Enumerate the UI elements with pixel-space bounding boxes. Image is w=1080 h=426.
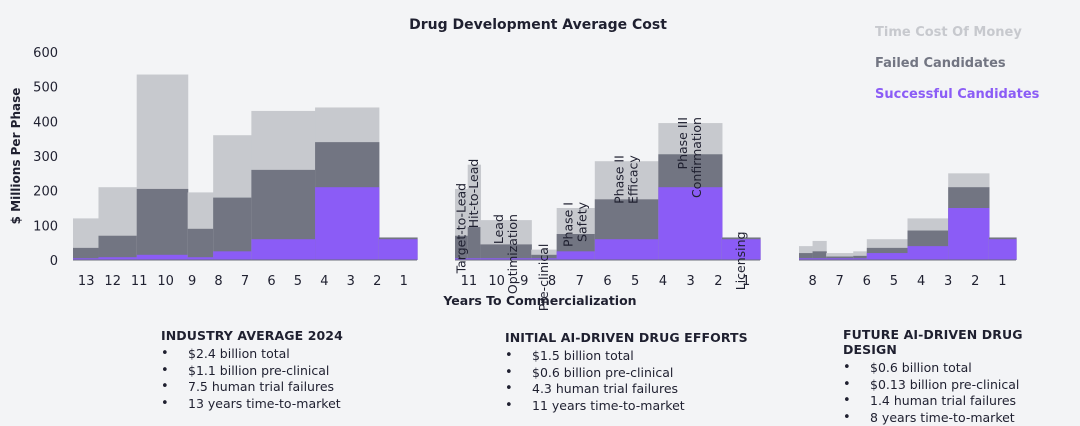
- summary-item: $1.1 billion pre-clinical: [161, 363, 343, 380]
- phase-label: Hit-to-Lead: [466, 159, 481, 229]
- phase-label: Phase II: [612, 155, 627, 204]
- x-tick-label: 8: [214, 274, 222, 289]
- y-tick-label: 500: [33, 81, 58, 96]
- bar-segment-success: [379, 239, 418, 260]
- bar-segment-failed: [468, 227, 481, 260]
- bar-segment-success: [213, 251, 252, 260]
- summary-item: 11 years time-to-market: [505, 398, 748, 415]
- phase-label: Safety: [575, 201, 590, 242]
- x-tick-label: 10: [157, 274, 174, 289]
- x-tick-label: 5: [890, 274, 898, 289]
- y-tick-label: 0: [50, 254, 58, 269]
- x-tick-label: 6: [267, 274, 275, 289]
- phase-label: Phase I: [561, 202, 576, 247]
- phase-label: Licensing: [733, 232, 748, 291]
- x-tick-label: 7: [576, 274, 584, 289]
- x-tick-label: 6: [603, 274, 611, 289]
- bar-segment-success: [595, 239, 659, 260]
- summary-item: 1.4 human trial failures: [843, 393, 1080, 410]
- x-tick-label: 4: [320, 274, 328, 289]
- x-tick-label: 12: [104, 274, 121, 289]
- y-tick-label: 600: [33, 46, 58, 61]
- x-tick-label: 7: [836, 274, 844, 289]
- summary-item: $0.6 billion total: [843, 360, 1080, 377]
- phase-label: Phase III: [675, 117, 690, 169]
- x-tick-label: 7: [241, 274, 249, 289]
- x-tick-label: 1: [998, 274, 1006, 289]
- summary-item: $0.13 billion pre-clinical: [843, 377, 1080, 394]
- summary-item: 4.3 human trial failures: [505, 381, 748, 398]
- legend-entry: Time Cost Of Money: [875, 25, 1022, 40]
- chart-title: Drug Development Average Cost: [409, 17, 667, 33]
- x-tick-label: 5: [294, 274, 302, 289]
- x-tick-label: 3: [347, 274, 355, 289]
- x-tick-label: 4: [659, 274, 667, 289]
- summary-heading: INDUSTRY AVERAGE 2024: [161, 328, 343, 343]
- x-tick-label: 9: [188, 274, 196, 289]
- bar-segment-failed: [98, 236, 137, 260]
- drug-cost-chart: Drug Development Average Cost 0 100 200 300 4…: [0, 0, 1080, 320]
- bar-segment-success: [251, 239, 315, 260]
- x-axis-label: Years To Commercialization: [442, 293, 636, 308]
- x-tick-label: 8: [808, 274, 816, 289]
- bar-segment-failed: [188, 229, 214, 260]
- summary-item: $0.6 billion pre-clinical: [505, 365, 748, 382]
- phase-label: Optimization: [505, 214, 520, 294]
- summary-heading: INITIAL AI-DRIVEN DRUG EFFORTS: [505, 330, 748, 345]
- bar-segment-success: [908, 246, 949, 260]
- summary-item: 13 years time-to-market: [161, 396, 343, 413]
- summary-initial-ai: INITIAL AI-DRIVEN DRUG EFFORTS $1.5 bill…: [505, 330, 748, 414]
- y-tick-label: 200: [33, 185, 58, 200]
- summary-item: 8 years time-to-market: [843, 410, 1080, 426]
- bar-segment-failed: [73, 248, 99, 260]
- x-tick-label: 2: [971, 274, 979, 289]
- bar-segment-success: [137, 255, 189, 260]
- legend-entry: Successful Candidates: [875, 87, 1040, 102]
- y-axis-label: $ Millions Per Phase: [9, 88, 23, 225]
- y-tick-label: 400: [33, 115, 58, 130]
- y-tick-label: 300: [33, 150, 58, 165]
- x-tick-label: 2: [373, 274, 381, 289]
- phase-label: Lead: [491, 214, 506, 244]
- legend-entry: Failed Candidates: [875, 56, 1006, 71]
- x-tick-label: 9: [520, 274, 528, 289]
- summary-heading: FUTURE AI-DRIVEN DRUG DESIGN: [843, 327, 1080, 357]
- phase-label: Confirmation: [689, 117, 704, 198]
- bar-segment-failed: [213, 198, 252, 260]
- x-tick-label: 3: [944, 274, 952, 289]
- x-tick-label: 4: [917, 274, 925, 289]
- x-tick-label: 3: [687, 274, 695, 289]
- summary-item: 7.5 human trial failures: [161, 379, 343, 396]
- bar-segment-success: [315, 187, 379, 260]
- summary-future-ai: FUTURE AI-DRIVEN DRUG DESIGN $0.6 billio…: [843, 327, 1080, 426]
- x-tick-label: 13: [78, 274, 95, 289]
- x-tick-label: 2: [714, 274, 722, 289]
- x-tick-label: 11: [131, 274, 148, 289]
- summary-industry-average: INDUSTRY AVERAGE 2024 $2.4 billion total…: [161, 328, 343, 412]
- bar-segment-success: [557, 251, 596, 260]
- x-tick-label: 6: [863, 274, 871, 289]
- bar-segment-success: [989, 239, 1017, 260]
- bar-segment-failed: [137, 189, 189, 260]
- y-tick-label: 100: [33, 219, 58, 234]
- x-tick-label: 11: [461, 274, 478, 289]
- summary-item: $1.5 billion total: [505, 348, 748, 365]
- x-tick-label: 5: [631, 274, 639, 289]
- x-tick-label: 10: [488, 274, 505, 289]
- bar-segment-success: [867, 253, 908, 260]
- phase-label: Efficacy: [626, 155, 641, 204]
- x-tick-label: 1: [400, 274, 408, 289]
- summary-item: $2.4 billion total: [161, 346, 343, 363]
- bar-segment-success: [948, 208, 989, 260]
